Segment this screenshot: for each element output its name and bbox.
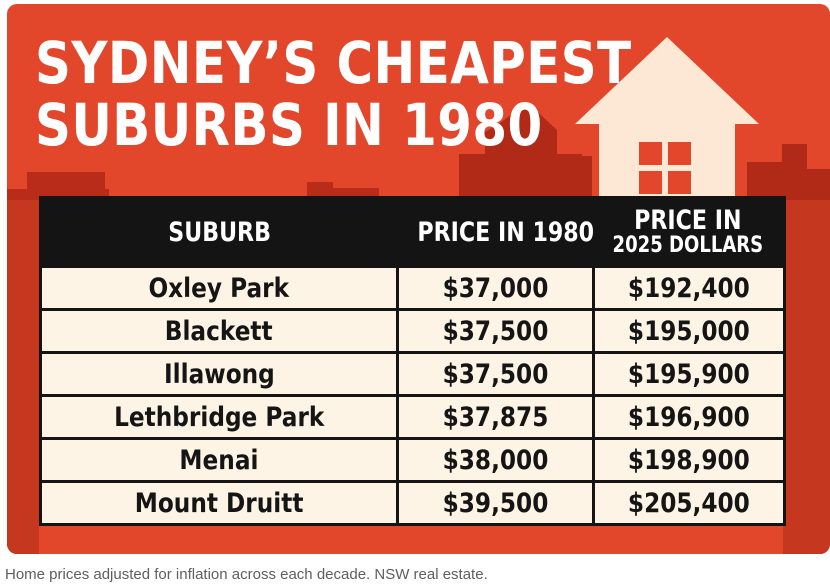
cell-suburb: Blackett — [39, 308, 399, 354]
header-suburb: SUBURB — [40, 197, 398, 267]
cell-price-2025: $205,400 — [592, 480, 786, 526]
cell-suburb: Mount Druitt — [39, 480, 399, 526]
header-price-1980: PRICE IN 1980 — [397, 197, 594, 267]
table-row: Mount Druitt $39,500 $205,400 — [39, 480, 786, 526]
cell-price-1980: $37,000 — [396, 265, 595, 311]
skyline-center — [307, 182, 379, 200]
table-header-row: SUBURB PRICE IN 1980 PRICE IN 2025 DOLLA… — [40, 197, 785, 267]
table-row: Illawong $37,500 $195,900 — [39, 351, 786, 397]
skyline-band-right — [783, 200, 830, 554]
cell-suburb: Menai — [39, 437, 399, 483]
cell-price-2025: $196,900 — [592, 394, 786, 440]
infographic-title: SYDNEY’S CHEAPEST SUBURBS IN 1980 — [35, 32, 632, 156]
cell-price-1980: $38,000 — [396, 437, 595, 483]
house-icon — [575, 37, 759, 196]
skyline-peak-building — [459, 102, 582, 200]
header-price-2025-line2: 2025 DOLLARS — [612, 232, 764, 258]
skyline-band-left — [7, 200, 39, 554]
cell-suburb: Oxley Park — [39, 265, 399, 311]
cell-price-1980: $37,500 — [396, 351, 595, 397]
table-row: Blackett $37,500 $195,000 — [39, 308, 786, 354]
cell-price-1980: $39,500 — [396, 480, 595, 526]
cell-price-2025: $198,900 — [592, 437, 786, 483]
cell-suburb: Illawong — [39, 351, 399, 397]
title-line-1: SYDNEY’S CHEAPEST — [35, 29, 632, 97]
cell-price-2025: $192,400 — [592, 265, 786, 311]
cell-price-2025: $195,000 — [592, 308, 786, 354]
table-row: Menai $38,000 $198,900 — [39, 437, 786, 483]
cell-price-1980: $37,500 — [396, 308, 595, 354]
cell-price-2025: $195,900 — [592, 351, 786, 397]
price-table: SUBURB PRICE IN 1980 PRICE IN 2025 DOLLA… — [39, 196, 786, 526]
city-skyline — [7, 37, 830, 554]
title-line-2: SUBURBS IN 1980 — [35, 91, 543, 159]
header-price-2025-line1: PRICE IN — [634, 204, 742, 236]
infographic-card: SYDNEY’S CHEAPEST SUBURBS IN 1980 SUBURB… — [7, 4, 830, 554]
cell-price-1980: $37,875 — [396, 394, 595, 440]
skyline-far-right — [747, 144, 830, 200]
image-caption: Home prices adjusted for inflation acros… — [5, 566, 488, 583]
table-row: Lethbridge Park $37,875 $196,900 — [39, 394, 786, 440]
table-row: Oxley Park $37,000 $192,400 — [39, 265, 786, 311]
header-price-2025: PRICE IN 2025 DOLLARS — [593, 197, 785, 267]
cell-suburb: Lethbridge Park — [39, 394, 399, 440]
skyline-right — [567, 156, 592, 200]
